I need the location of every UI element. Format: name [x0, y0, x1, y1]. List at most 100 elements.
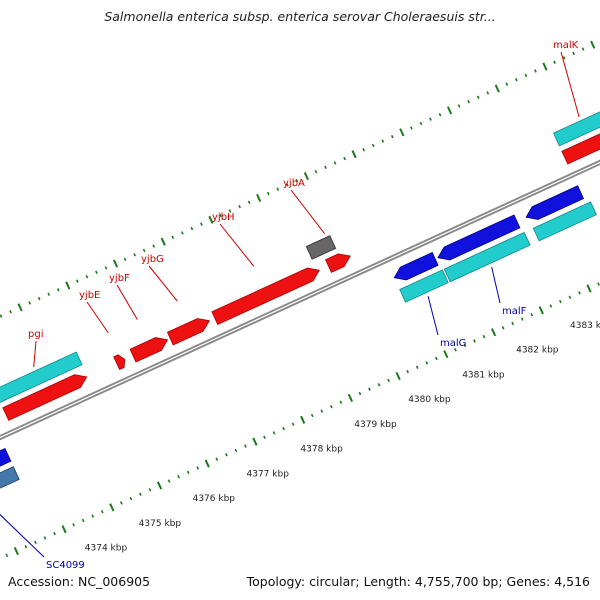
backbone-highlight [0, 161, 600, 439]
label-leader-yjbG [148, 265, 178, 302]
label-leader-malK [560, 51, 580, 118]
tick-mark [415, 365, 419, 369]
gene-malG [393, 251, 439, 281]
tick-mark [490, 328, 497, 337]
tick-mark [300, 415, 306, 424]
tick-mark [13, 547, 19, 556]
misc-SC4099 [0, 466, 20, 489]
tick-mark [252, 437, 258, 446]
label-leader-SC4099 [0, 513, 45, 558]
tick-mark [347, 393, 353, 402]
tick-mark [177, 474, 180, 479]
tick-mark [204, 459, 210, 468]
cds-malK [552, 111, 600, 147]
tick-mark [425, 361, 429, 365]
tick-mark [61, 525, 67, 534]
tick-mark [530, 313, 534, 317]
gene-label-yjbA: yjbA [283, 178, 305, 189]
tick-mark [228, 209, 232, 213]
tick-mark [429, 117, 432, 121]
tick-mark [329, 404, 333, 409]
scale-label: 4376 kbp [193, 494, 236, 504]
label-leader-yjbA [290, 189, 325, 235]
tick-mark [362, 148, 366, 152]
gene-yjbH [211, 267, 320, 326]
tick-mark [333, 161, 337, 165]
tick-mark [381, 139, 385, 143]
tick-mark [0, 314, 3, 318]
accession-label: Accession: NC_006905 [8, 574, 151, 589]
tick-mark [562, 56, 566, 60]
tick-mark [266, 191, 270, 196]
tick-mark [387, 378, 390, 383]
scale-label: 4374 kbp [85, 544, 128, 554]
scale-label: 4380 kbp [408, 395, 451, 405]
tick-mark [160, 237, 166, 246]
tick-mark [234, 448, 238, 453]
gene-label-malG: malG [440, 338, 466, 349]
tick-mark [549, 304, 553, 308]
tick-mark [56, 288, 60, 292]
tick-mark [476, 95, 480, 99]
tick-mark [542, 62, 548, 71]
tick-mark [486, 91, 490, 95]
cds-malG [399, 269, 449, 303]
gene-malE [525, 185, 585, 220]
tick-mark [219, 213, 222, 218]
gene-yjbE [113, 354, 126, 371]
gene-label-pgi: pgi [28, 329, 43, 340]
tick-mark [247, 200, 251, 205]
tick-mark [215, 457, 219, 461]
tick-mark [109, 503, 115, 512]
scale-label: 4378 kbp [300, 445, 343, 455]
tick-mark [339, 400, 343, 404]
tick-mark [133, 253, 136, 257]
tick-mark [568, 295, 572, 299]
cds-malF [443, 231, 531, 283]
tick-mark [371, 143, 375, 148]
tick-mark [224, 453, 228, 457]
tick-mark [129, 496, 133, 501]
tick-mark [34, 540, 37, 545]
tick-mark [395, 371, 401, 381]
tick-mark [324, 165, 327, 169]
tick-mark [112, 259, 119, 268]
label-leader-malF [491, 266, 501, 304]
tick-mark [119, 501, 123, 505]
tick-mark [597, 282, 600, 286]
gene-yjbG [166, 318, 211, 346]
gene-label-yjbH: yjbH [212, 212, 235, 223]
tick-mark [501, 326, 505, 330]
tick-mark [65, 281, 71, 290]
gene-yjbF [129, 337, 169, 363]
tick-mark [581, 47, 585, 51]
tick-mark [5, 553, 9, 558]
tick-mark [123, 257, 127, 261]
tick-mark [28, 301, 31, 305]
tick-mark [515, 78, 518, 82]
scale-label: 4381 kbp [462, 371, 505, 381]
tick-mark [390, 134, 394, 139]
tick-mark [467, 99, 471, 104]
tick-mark [81, 518, 85, 523]
tick-mark [310, 413, 314, 418]
tick-mark [473, 339, 476, 343]
tick-mark [186, 470, 190, 475]
tick-mark [148, 488, 152, 492]
gene-label-yjbG: yjbG [141, 254, 164, 265]
tick-mark [538, 306, 544, 315]
gene-yjbA-pseudo [305, 235, 337, 260]
label-leader-malG [427, 296, 439, 336]
gene-label-malF: malF [502, 306, 527, 317]
tick-mark [272, 431, 276, 435]
tick-mark [139, 492, 142, 496]
label-leader-yjbH [219, 223, 255, 267]
cds-malE [532, 201, 597, 242]
tick-mark [446, 106, 453, 115]
tick-mark [47, 292, 51, 296]
tick-mark [37, 296, 41, 301]
tick-mark [343, 156, 346, 161]
tick-mark [494, 84, 500, 93]
scale-label: 4379 kbp [354, 420, 397, 430]
